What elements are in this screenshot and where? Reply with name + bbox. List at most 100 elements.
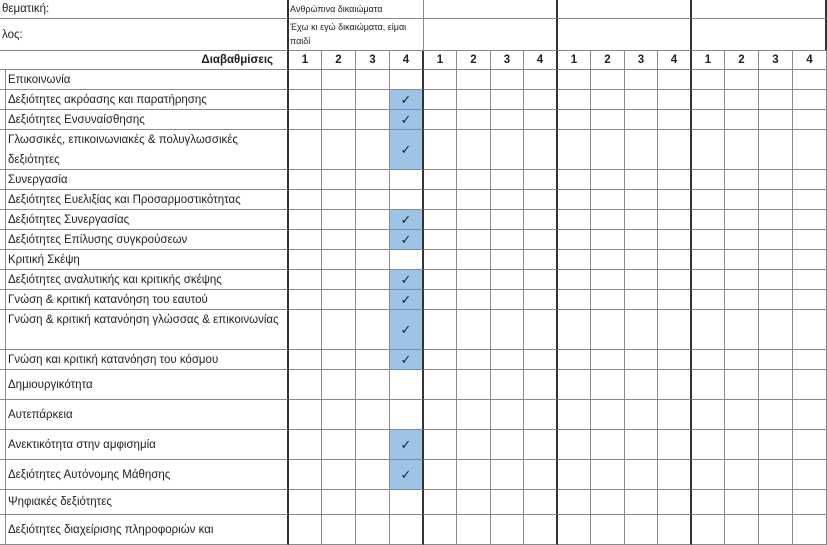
grade-cell[interactable] — [591, 270, 625, 290]
grade-cell[interactable] — [759, 270, 793, 290]
grade-cell[interactable] — [625, 350, 658, 370]
grade-cell[interactable] — [424, 430, 457, 460]
grade-cell[interactable] — [356, 110, 390, 130]
grade-cell[interactable] — [356, 190, 390, 210]
grade-cell[interactable] — [322, 310, 356, 350]
grade-cell[interactable] — [658, 400, 692, 430]
grade-cell[interactable] — [491, 290, 524, 310]
checked-cell[interactable]: ✓ — [390, 350, 424, 370]
grade-cell[interactable] — [793, 70, 827, 90]
grade-cell[interactable] — [625, 400, 658, 430]
grade-cell[interactable] — [558, 70, 591, 90]
grade-cell[interactable] — [322, 110, 356, 130]
grade-cell[interactable] — [457, 130, 491, 170]
grade-cell[interactable] — [725, 350, 759, 370]
grade-cell[interactable] — [658, 90, 692, 110]
grade-cell[interactable] — [759, 515, 793, 545]
grade-cell[interactable] — [692, 460, 725, 490]
grade-cell[interactable] — [658, 490, 692, 515]
title-value[interactable]: Έχω κι εγώ δικαιώματα, είμαι παιδί — [289, 19, 424, 51]
row-label[interactable]: Δεξιότητες διαχείρισης πληροφοριών και — [6, 515, 289, 545]
grade-cell[interactable] — [491, 430, 524, 460]
grade-cell[interactable] — [725, 110, 759, 130]
grade-cell[interactable] — [457, 190, 491, 210]
grade-cell[interactable] — [558, 460, 591, 490]
grade-cell[interactable] — [692, 310, 725, 350]
grade-cell[interactable] — [759, 170, 793, 190]
grade-cell[interactable] — [692, 515, 725, 545]
grade-cell[interactable] — [692, 90, 725, 110]
grade-cell[interactable] — [658, 230, 692, 250]
grade-cell[interactable] — [424, 190, 457, 210]
grade-cell[interactable] — [390, 190, 424, 210]
grade-cell[interactable] — [289, 370, 322, 400]
grade-cell[interactable] — [524, 310, 558, 350]
checked-cell[interactable]: ✓ — [390, 230, 424, 250]
grade-cell[interactable] — [524, 90, 558, 110]
grade-cell[interactable] — [558, 490, 591, 515]
grade-cell[interactable] — [759, 290, 793, 310]
grade-cell[interactable] — [491, 90, 524, 110]
grade-cell[interactable] — [625, 515, 658, 545]
row-label[interactable]: Δεξιότητες Επίλυσης συγκρούσεων — [6, 230, 289, 250]
grade-cell[interactable] — [591, 290, 625, 310]
grade-cell[interactable] — [625, 170, 658, 190]
grade-cell[interactable] — [793, 270, 827, 290]
grade-cell[interactable] — [424, 350, 457, 370]
grade-cell[interactable] — [524, 110, 558, 130]
grade-cell[interactable] — [289, 290, 322, 310]
grade-cell[interactable] — [491, 515, 524, 545]
row-label[interactable]: Γνώση & κριτική κατανόηση του εαυτού — [6, 290, 289, 310]
grade-cell[interactable] — [356, 460, 390, 490]
grade-cell[interactable] — [356, 350, 390, 370]
grade-cell[interactable] — [356, 270, 390, 290]
grade-cell[interactable] — [725, 190, 759, 210]
grade-cell[interactable] — [424, 400, 457, 430]
grade-cell[interactable] — [491, 70, 524, 90]
grade-cell[interactable] — [793, 90, 827, 110]
grade-cell[interactable] — [322, 190, 356, 210]
grade-cell[interactable] — [725, 460, 759, 490]
grade-cell[interactable] — [322, 490, 356, 515]
grade-cell[interactable] — [759, 70, 793, 90]
grade-cell[interactable] — [759, 400, 793, 430]
grade-cell[interactable] — [424, 290, 457, 310]
grade-cell[interactable] — [591, 370, 625, 400]
grade-cell[interactable] — [322, 350, 356, 370]
grade-cell[interactable] — [658, 310, 692, 350]
grade-cell[interactable] — [322, 400, 356, 430]
checked-cell[interactable]: ✓ — [390, 310, 424, 350]
grade-cell[interactable] — [692, 290, 725, 310]
grade-cell[interactable] — [692, 170, 725, 190]
grade-cell[interactable] — [356, 250, 390, 270]
grade-cell[interactable] — [692, 490, 725, 515]
grade-cell[interactable] — [625, 270, 658, 290]
grade-cell[interactable] — [390, 170, 424, 190]
grade-cell[interactable] — [625, 190, 658, 210]
title-label[interactable]: λος: — [0, 19, 289, 51]
grade-cell[interactable] — [457, 490, 491, 515]
grade-cell[interactable] — [289, 310, 322, 350]
grade-cell[interactable] — [322, 430, 356, 460]
grade-cell[interactable] — [558, 400, 591, 430]
grade-cell[interactable] — [793, 350, 827, 370]
grade-cell[interactable] — [524, 170, 558, 190]
grade-cell[interactable] — [658, 270, 692, 290]
grade-cell[interactable] — [793, 490, 827, 515]
grade-cell[interactable] — [289, 515, 322, 545]
row-label[interactable]: Δεξιότητες Ευελιξίας και Προσαρμοστικότη… — [6, 190, 289, 210]
grade-cell[interactable] — [491, 370, 524, 400]
grade-cell[interactable] — [356, 310, 390, 350]
grade-cell[interactable] — [591, 250, 625, 270]
grade-cell[interactable] — [658, 370, 692, 400]
grade-cell[interactable] — [524, 230, 558, 250]
grade-cell[interactable] — [322, 90, 356, 110]
grade-cell[interactable] — [322, 270, 356, 290]
grade-cell[interactable] — [625, 460, 658, 490]
grade-cell[interactable] — [424, 230, 457, 250]
grade-cell[interactable] — [322, 515, 356, 545]
grade-cell[interactable] — [424, 270, 457, 290]
grade-cell[interactable] — [457, 290, 491, 310]
grade-cell[interactable] — [524, 270, 558, 290]
grade-cell[interactable] — [491, 350, 524, 370]
